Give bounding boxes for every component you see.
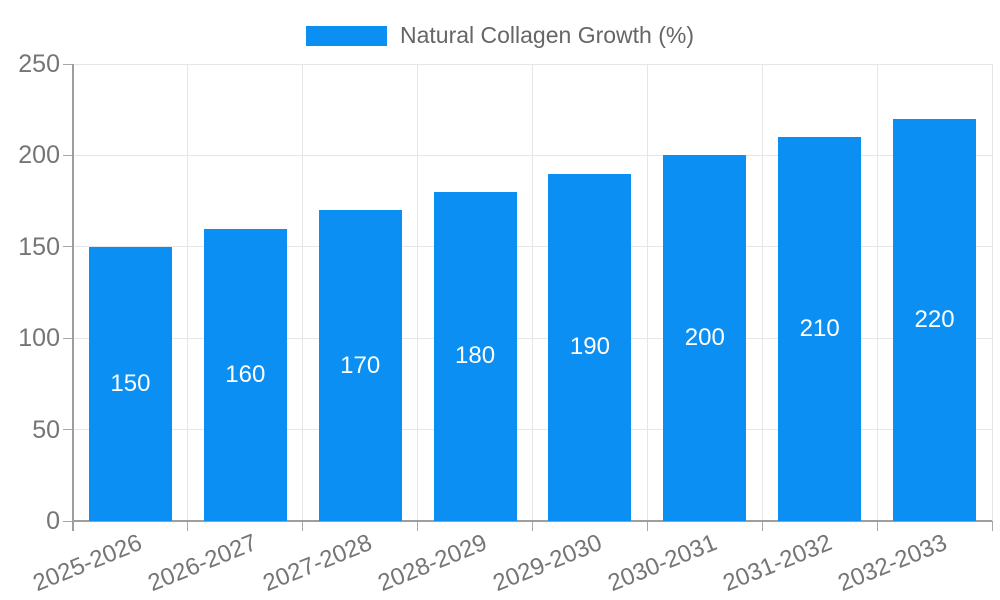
x-gridline [991, 64, 993, 521]
x-tick-mark [876, 521, 878, 531]
y-tick-mark [63, 63, 73, 65]
x-axis-line [73, 520, 992, 522]
x-gridline [646, 64, 648, 521]
bar [893, 118, 976, 521]
bar-value-label: 220 [914, 305, 955, 333]
bar [89, 246, 172, 521]
x-tick-label: 2029-2030 [489, 529, 606, 598]
x-tick-label: 2032-2033 [833, 529, 951, 598]
x-tick-mark [991, 521, 993, 531]
y-tick-mark [63, 246, 73, 248]
x-tick-label: 2030-2031 [604, 529, 721, 598]
bar [663, 155, 746, 521]
x-gridline [302, 64, 304, 521]
bar [204, 228, 287, 521]
bar-value-label: 190 [569, 333, 610, 361]
x-gridline [532, 64, 533, 521]
x-tick-label: 2028-2029 [374, 529, 491, 598]
x-tick-mark [646, 521, 648, 531]
x-tick-mark [302, 521, 304, 531]
bar-value-label: 200 [684, 324, 725, 352]
x-gridline [417, 64, 419, 521]
x-tick-mark [187, 521, 189, 531]
y-tick-mark [63, 337, 73, 339]
x-tick-label: 2031-2032 [718, 529, 836, 598]
y-tick-label: 0 [46, 507, 60, 535]
x-tick-mark [417, 521, 419, 531]
bar [778, 137, 861, 521]
x-tick-label: 2026-2027 [144, 529, 262, 598]
bar [434, 191, 517, 521]
bar-value-label: 170 [340, 351, 381, 379]
x-tick-mark [761, 521, 763, 531]
y-tick-mark [63, 520, 73, 522]
x-tick-mark [532, 521, 533, 531]
x-gridline [876, 64, 878, 521]
y-tick-mark [63, 154, 73, 156]
x-tick-label: 2027-2028 [259, 529, 376, 598]
x-gridline [187, 64, 189, 521]
y-axis-line [72, 64, 74, 531]
y-tick-label: 150 [18, 232, 60, 261]
bar-value-label: 150 [110, 369, 151, 397]
x-gridline [761, 64, 763, 521]
y-tick-label: 200 [18, 141, 60, 170]
y-tick-label: 250 [18, 50, 60, 78]
bar [319, 210, 402, 521]
bar [548, 173, 631, 521]
x-tick-label: 2025-2026 [29, 529, 147, 598]
legend-label: Natural Collagen Growth (%) [399, 22, 694, 48]
y-tick-label: 100 [18, 324, 60, 353]
chart-legend: Natural Collagen Growth (%) [0, 22, 1000, 49]
legend-swatch [305, 25, 387, 46]
bar-value-label: 160 [225, 360, 266, 388]
bar-value-label: 210 [799, 315, 840, 343]
y-tick-mark [63, 429, 73, 431]
y-tick-label: 50 [32, 415, 60, 444]
bar-value-label: 180 [455, 342, 496, 370]
